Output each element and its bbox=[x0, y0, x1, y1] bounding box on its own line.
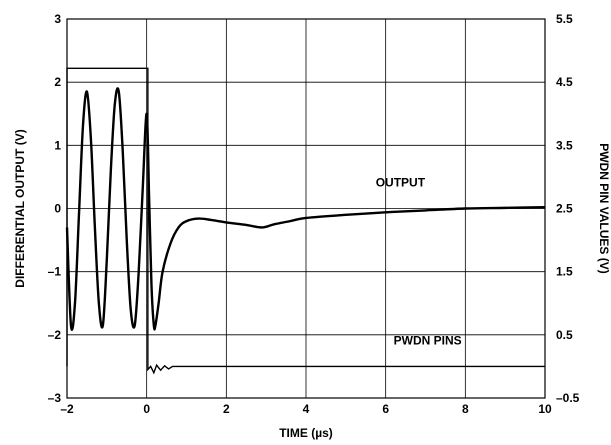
x-tick-label: 2 bbox=[223, 402, 230, 416]
right-y-tick-label: –0.5 bbox=[556, 391, 580, 405]
left-y-tick-labels: –3 –2 –1 0 1 2 3 bbox=[48, 12, 62, 405]
x-tick-label: 6 bbox=[382, 402, 389, 416]
annotation-pwdn-pins: PWDN PINS bbox=[394, 333, 462, 347]
x-tick-labels: –2 0 2 4 6 8 10 bbox=[60, 402, 552, 416]
right-y-tick-label: 0.5 bbox=[556, 328, 573, 342]
right-y-tick-labels: –0.5 0.5 1.5 2.5 3.5 4.5 5.5 bbox=[556, 12, 580, 405]
left-y-tick-label: 0 bbox=[54, 202, 61, 216]
left-y-tick-label: –1 bbox=[48, 265, 62, 279]
x-axis-title: TIME (µs) bbox=[279, 426, 333, 440]
series-line-pwdn-pins bbox=[66, 67, 545, 375]
right-y-tick-label: 5.5 bbox=[556, 12, 573, 26]
x-tick-label: 8 bbox=[462, 402, 469, 416]
left-y-tick-label: 2 bbox=[54, 75, 61, 89]
x-tick-label: 10 bbox=[538, 402, 552, 416]
left-y-tick-label: 1 bbox=[54, 138, 61, 152]
left-y-tick-label: –2 bbox=[48, 328, 62, 342]
right-y-tick-label: 2.5 bbox=[556, 202, 573, 216]
annotation-output: OUTPUT bbox=[376, 175, 426, 189]
right-y-tick-label: 4.5 bbox=[556, 75, 573, 89]
x-tick-label: 0 bbox=[143, 402, 150, 416]
right-y-tick-label: 3.5 bbox=[556, 138, 573, 152]
right-y-tick-label: 1.5 bbox=[556, 265, 573, 279]
left-y-axis-title: DIFFERENTIAL OUTPUT (V) bbox=[13, 129, 27, 287]
series-layer bbox=[65, 67, 546, 375]
x-tick-label: 4 bbox=[303, 402, 310, 416]
x-tick-label: –2 bbox=[60, 402, 74, 416]
right-y-axis-title: PWDN PIN VALUES (V) bbox=[597, 143, 611, 273]
left-y-tick-label: –3 bbox=[48, 391, 62, 405]
left-y-tick-label: 3 bbox=[54, 12, 61, 26]
